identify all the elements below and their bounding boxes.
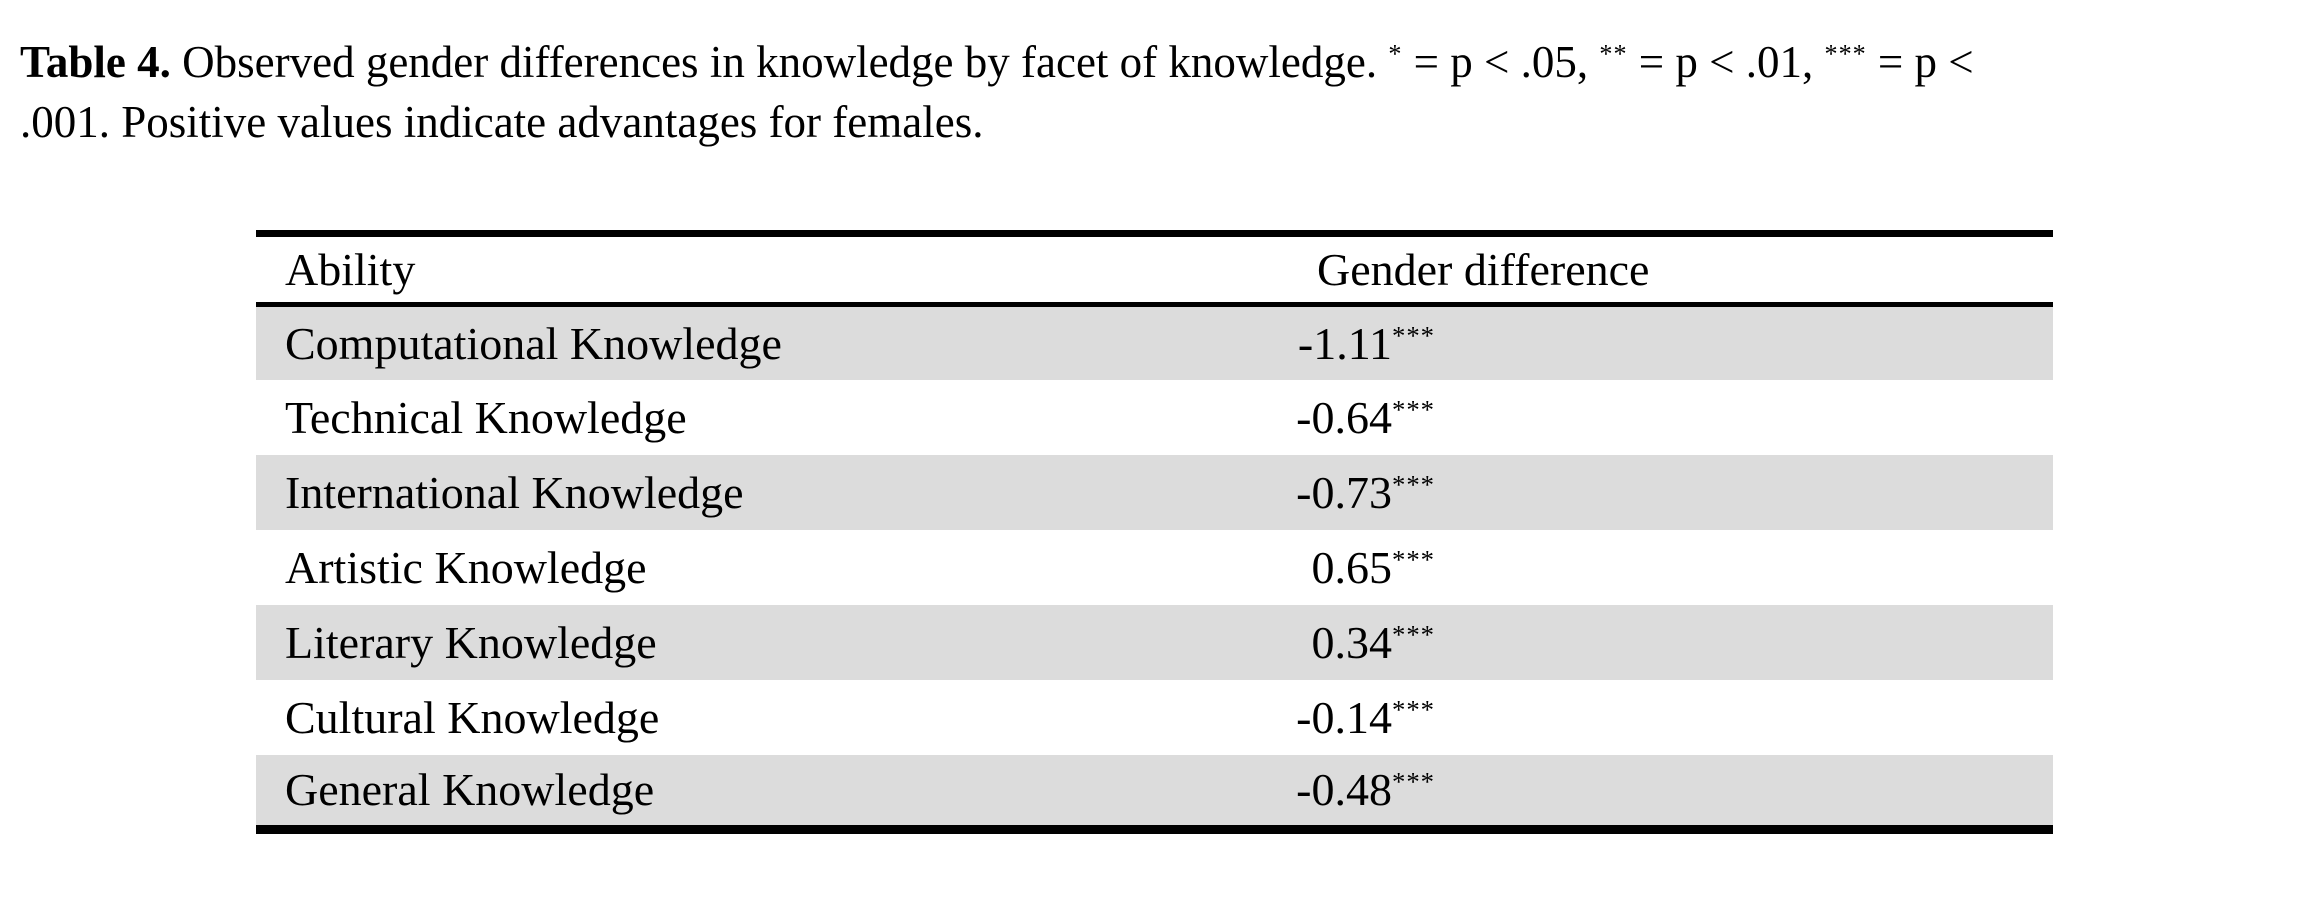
significance-stars: *** bbox=[1824, 39, 1867, 69]
ability-cell: Computational Knowledge bbox=[285, 317, 782, 369]
value-stars: *** bbox=[1392, 468, 1436, 499]
caption-label: Table 4. bbox=[20, 37, 171, 87]
value-number: -0.64 bbox=[1296, 391, 1392, 443]
table-row: Artistic Knowledge 0.65*** bbox=[256, 530, 2053, 605]
table-row: Computational Knowledge -1.11*** bbox=[256, 304, 2053, 380]
value-number: -1.11 bbox=[1297, 317, 1392, 369]
value-number: -0.48 bbox=[1296, 764, 1392, 816]
value-cell: -0.48*** bbox=[1296, 755, 2053, 830]
value-stars: *** bbox=[1392, 618, 1436, 649]
ability-cell: Literary Knowledge bbox=[285, 616, 657, 668]
caption-part: = p < bbox=[1866, 37, 1974, 87]
table-row: Technical Knowledge -0.64*** bbox=[256, 380, 2053, 455]
value-number: -0.73 bbox=[1296, 466, 1392, 518]
column-header-gender-difference: Gender difference bbox=[1296, 233, 2053, 307]
value-stars: *** bbox=[1392, 693, 1436, 724]
value-cell: 0.34*** bbox=[1296, 605, 2053, 680]
ability-cell: General Knowledge bbox=[285, 764, 655, 816]
value-cell: -0.14*** bbox=[1296, 680, 2053, 755]
table-row: General Knowledge -0.48*** bbox=[256, 754, 2053, 830]
table-row: Literary Knowledge 0.34*** bbox=[256, 604, 2053, 680]
value-stars: *** bbox=[1392, 393, 1436, 424]
table-caption: Table 4. Observed gender differences in … bbox=[20, 32, 2304, 152]
significance-stars: ** bbox=[1599, 39, 1628, 69]
value-cell: 0.65*** bbox=[1296, 530, 2053, 605]
table-row: International Knowledge -0.73*** bbox=[256, 454, 2053, 530]
value-number: -0.14 bbox=[1296, 691, 1392, 743]
value-cell: -0.73*** bbox=[1296, 455, 2053, 530]
ability-cell: International Knowledge bbox=[285, 466, 744, 518]
caption-part: .001. Positive values indicate advantage… bbox=[20, 97, 984, 147]
value-number: 0.65 bbox=[1311, 541, 1393, 593]
gender-differences-table: Ability Gender difference Computational … bbox=[256, 230, 2053, 834]
caption-part: Observed gender differences in knowledge… bbox=[170, 37, 1389, 87]
value-cell: -0.64*** bbox=[1296, 380, 2053, 455]
value-number: 0.34 bbox=[1311, 616, 1393, 668]
header-row: Ability Gender difference bbox=[256, 233, 2053, 307]
value-stars: *** bbox=[1392, 543, 1436, 574]
value-cell: -1.11*** bbox=[1296, 305, 2053, 380]
value-stars: *** bbox=[1392, 320, 1436, 351]
caption-part: = p < .05, bbox=[1402, 37, 1600, 87]
ability-cell: Technical Knowledge bbox=[285, 391, 687, 443]
ability-cell: Cultural Knowledge bbox=[285, 691, 660, 743]
value-stars: *** bbox=[1392, 766, 1436, 797]
caption-part: = p < .01, bbox=[1627, 37, 1825, 87]
significance-stars: * bbox=[1388, 39, 1403, 69]
column-header-ability: Ability bbox=[256, 233, 1296, 307]
table-row: Cultural Knowledge -0.14*** bbox=[256, 680, 2053, 755]
ability-cell: Artistic Knowledge bbox=[285, 541, 647, 593]
